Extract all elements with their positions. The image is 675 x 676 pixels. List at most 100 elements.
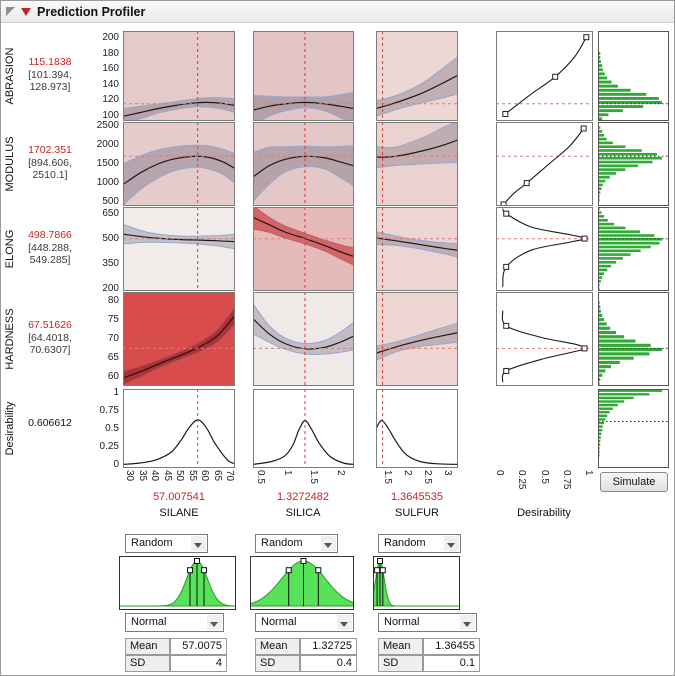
response-value-block-abrasion: 115.1838 [101.394, 128.973]: [11, 56, 89, 94]
y-tick-label: 60: [107, 370, 119, 382]
sampling-dropdown-silica[interactable]: Random: [255, 534, 338, 553]
y-tick-label: 500: [102, 232, 119, 244]
y-tick-label: 1000: [96, 177, 119, 189]
chevron-down-icon: [337, 615, 352, 630]
profiler-cell-Desirability-SULFUR[interactable]: [376, 389, 458, 468]
simulation-histogram-HARDNESS: [598, 292, 669, 386]
response-value-block-modulus: 1702.351 [894.606, 2510.1]: [11, 144, 89, 182]
prediction-trace: [123, 155, 235, 186]
distribution-handle: [187, 567, 193, 574]
desirability-handle: [503, 367, 510, 374]
x-tick-label: 0.25: [516, 470, 528, 490]
profiler-cell-MODULUS-SILANE[interactable]: [123, 122, 235, 206]
y-tick-label: 120: [102, 94, 119, 106]
mean-label: Mean: [378, 638, 423, 655]
sd-input-sulfur[interactable]: 0.1: [423, 655, 480, 672]
profiler-cell-ABRASION-SULFUR[interactable]: [376, 31, 458, 121]
simulation-histogram-ABRASION: [598, 31, 669, 121]
y-tick-label: 0.5: [105, 423, 119, 435]
desirability-trace-ABRASION: [496, 31, 593, 121]
y-tick-label: 0.25: [99, 441, 119, 453]
ci-high: 549.285]: [29, 254, 71, 266]
prediction-trace: [376, 139, 458, 158]
factor-current-value-silica: 1.3272482: [277, 491, 329, 503]
ci-low: [64.4018,: [28, 331, 72, 344]
confidence-band: [253, 145, 354, 202]
chevron-down-icon: [207, 615, 222, 630]
ci-high: 128.973]: [29, 81, 71, 93]
simulation-histogram-ELONG: [598, 207, 669, 291]
desirability-handle: [502, 111, 509, 118]
desirability-handle: [500, 201, 507, 206]
profiler-cell-ABRASION-SILANE[interactable]: [123, 31, 235, 121]
distribution-dropdown-silane[interactable]: Normal: [125, 613, 224, 632]
profiler-cell-HARDNESS-SILICA[interactable]: [253, 292, 354, 386]
x-tick-label: 0.5: [254, 470, 266, 484]
y-tick-label: 2500: [96, 119, 119, 131]
sd-input-silica[interactable]: 0.4: [300, 655, 357, 672]
profiler-cell-ELONG-SILANE[interactable]: [123, 207, 235, 291]
desirability-handle: [581, 235, 588, 242]
sd-input-silane[interactable]: 4: [170, 655, 227, 672]
confidence-band: [253, 207, 354, 266]
confidence-band: [123, 224, 235, 249]
disclosure-icon[interactable]: [6, 7, 15, 16]
x-tick-label: 55: [186, 470, 198, 482]
simulation-histogram-MODULUS: [598, 122, 669, 206]
x-tick-label: 65: [211, 470, 223, 482]
y-tick-label: 650: [102, 207, 119, 219]
x-tick-label: 50: [174, 470, 186, 482]
mean-label: Mean: [125, 638, 170, 655]
factor-distribution-plot-SILICA[interactable]: [250, 556, 354, 610]
ci-low: [101.394,: [28, 68, 72, 81]
y-tick-label: 350: [102, 257, 119, 269]
profiler-cell-ELONG-SILICA[interactable]: [253, 207, 354, 291]
x-tick-label: 70: [224, 470, 236, 482]
profiler-cell-ELONG-SULFUR[interactable]: [376, 207, 458, 291]
chevron-down-icon: [191, 536, 206, 551]
confidence-band: [253, 92, 354, 121]
titlebar: Prediction Profiler: [1, 1, 674, 23]
profiler-cell-MODULUS-SILICA[interactable]: [253, 122, 354, 206]
x-tick-label: 1.5: [308, 470, 320, 484]
mean-input-sulfur[interactable]: 1.36455: [423, 638, 480, 655]
factor-distribution-plot-SULFUR[interactable]: [373, 556, 460, 610]
profiler-cell-MODULUS-SULFUR[interactable]: [376, 122, 458, 206]
y-tick-label: 100: [102, 109, 119, 121]
x-tick-label: 2: [334, 470, 346, 476]
factor-name-sulfur: SULFUR: [394, 507, 440, 519]
profiler-cell-ABRASION-SILICA[interactable]: [253, 31, 354, 121]
mean-input-silica[interactable]: 1.32725: [300, 638, 357, 655]
dropdown-value: Normal: [131, 616, 167, 628]
x-tick-label: 2: [402, 470, 413, 476]
sd-label: SD: [378, 655, 423, 672]
dropdown-value: Random: [384, 537, 426, 549]
distribution-dropdown-silica[interactable]: Normal: [255, 613, 354, 632]
y-tick-label: 80: [107, 295, 119, 307]
x-tick-label: 60: [199, 470, 211, 482]
sampling-dropdown-sulfur[interactable]: Random: [378, 534, 461, 553]
confidence-band: [123, 307, 235, 385]
confidence-band: [253, 303, 354, 355]
predicted-value: 498.7866: [28, 229, 72, 241]
predicted-value: 1702.351: [28, 144, 72, 156]
profiler-cell-Desirability-SILICA[interactable]: [253, 389, 354, 468]
simulate-button[interactable]: Simulate: [600, 472, 668, 492]
y-tick-label: 65: [107, 351, 119, 363]
desirability-handle: [523, 180, 530, 187]
y-tick-label: 70: [107, 333, 119, 344]
distribution-handle: [194, 558, 200, 564]
distribution-dropdown-sulfur[interactable]: Normal: [378, 613, 477, 632]
mean-input-silane[interactable]: 57.0075: [170, 638, 227, 655]
distribution-handle: [285, 567, 292, 574]
profiler-cell-Desirability-SILANE[interactable]: [123, 389, 235, 468]
ci-low: [894.606,: [28, 156, 72, 169]
red-triangle-menu-icon[interactable]: [21, 7, 31, 16]
profiler-cell-HARDNESS-SILANE[interactable]: [123, 292, 235, 386]
dropdown-value: Normal: [384, 616, 420, 628]
sampling-dropdown-silane[interactable]: Random: [125, 534, 208, 553]
chevron-down-icon: [444, 536, 459, 551]
factor-distribution-plot-SILANE[interactable]: [119, 556, 236, 610]
profiler-cell-HARDNESS-SULFUR[interactable]: [376, 292, 458, 386]
